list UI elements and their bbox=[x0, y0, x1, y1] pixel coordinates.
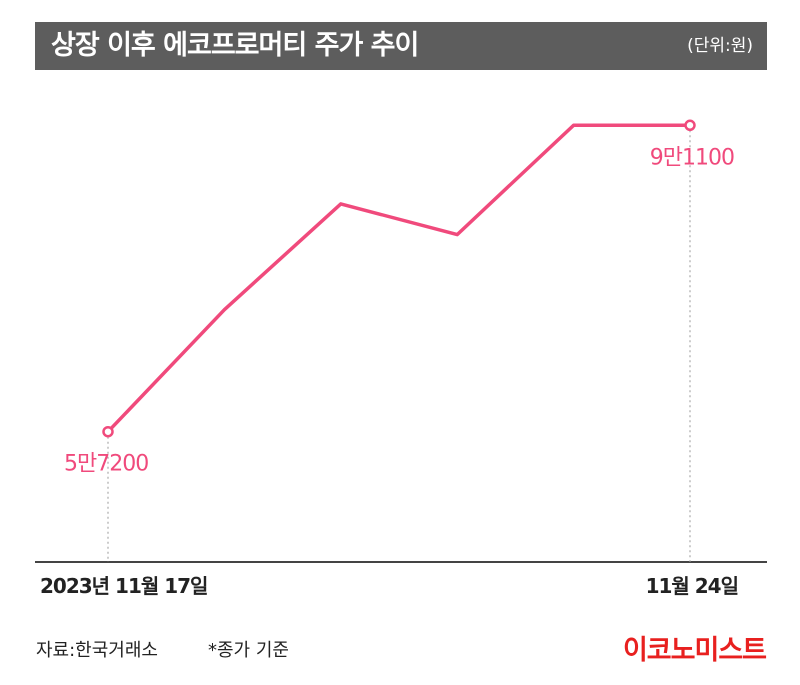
data-point-marker bbox=[102, 425, 114, 438]
note-text: *종가 기준 bbox=[208, 640, 289, 661]
unit-label: (단위:원) bbox=[687, 36, 753, 56]
x-tick-label: 2023년 11월 17일 bbox=[40, 574, 207, 598]
chart-title-bar: 상장 이후 에코프로머티 주가 추이 (단위:원) bbox=[35, 22, 767, 70]
brand-logo: 이코노미스트 bbox=[622, 635, 767, 666]
data-label: 5만7200 bbox=[64, 452, 148, 477]
chart-title: 상장 이후 에코프로머티 주가 추이 bbox=[51, 30, 419, 61]
source-text: 자료:한국거래소 bbox=[36, 640, 158, 661]
series-line bbox=[106, 123, 692, 434]
x-tick-label: 11월 24일 bbox=[646, 574, 738, 598]
data-point-marker bbox=[684, 119, 696, 132]
data-label: 9만1100 bbox=[650, 145, 734, 170]
